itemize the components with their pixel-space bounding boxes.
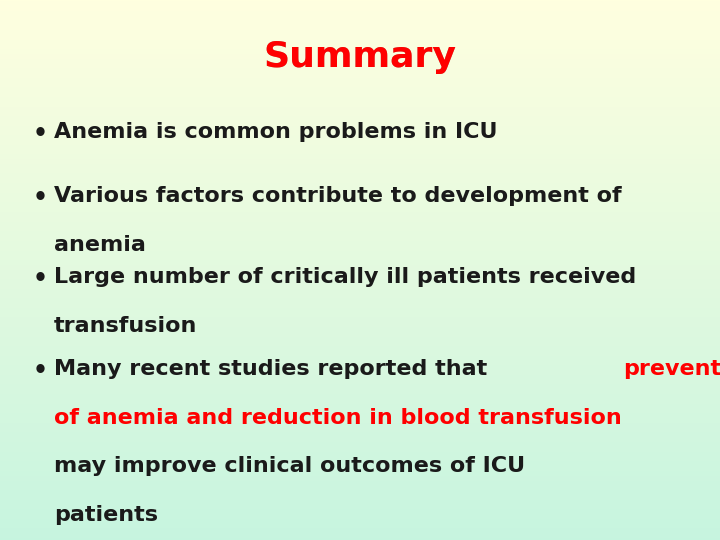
Text: anemia: anemia [54,235,146,255]
Text: patients: patients [54,505,158,525]
Text: transfusion: transfusion [54,316,197,336]
Text: prevention: prevention [623,359,720,379]
Text: •: • [32,359,48,383]
Text: Large number of critically ill patients received: Large number of critically ill patients … [54,267,636,287]
Text: may improve clinical outcomes of ICU: may improve clinical outcomes of ICU [54,456,525,476]
Text: •: • [32,186,48,210]
Text: of anemia and reduction in blood transfusion: of anemia and reduction in blood transfu… [54,408,622,428]
Text: •: • [32,267,48,291]
Text: Many recent studies reported that: Many recent studies reported that [54,359,495,379]
Text: •: • [32,122,48,145]
Text: Anemia is common problems in ICU: Anemia is common problems in ICU [54,122,498,141]
Text: Summary: Summary [264,40,456,73]
Text: Various factors contribute to development of: Various factors contribute to developmen… [54,186,621,206]
Text: Summary: Summary [264,40,456,73]
